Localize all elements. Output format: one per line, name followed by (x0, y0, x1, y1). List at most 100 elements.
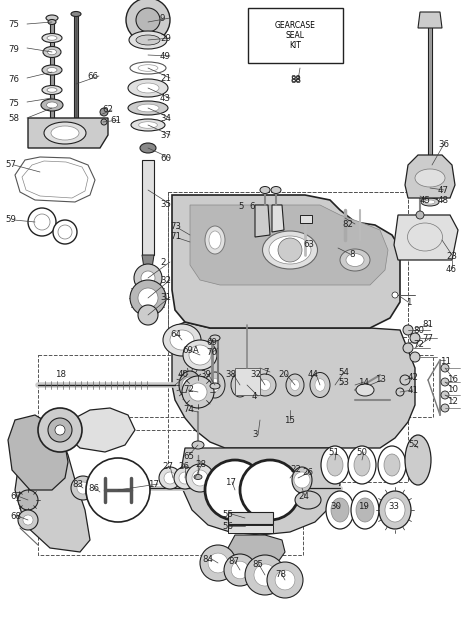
Text: 50: 50 (356, 448, 367, 457)
Bar (38, 355, 433, 417)
Ellipse shape (183, 340, 217, 370)
Polygon shape (28, 118, 108, 148)
Polygon shape (418, 12, 442, 28)
Ellipse shape (340, 249, 370, 271)
Text: GEARCASE
SEAL
KIT: GEARCASE SEAL KIT (275, 20, 316, 50)
Polygon shape (425, 165, 435, 185)
Text: 45: 45 (420, 196, 431, 205)
Circle shape (416, 211, 424, 219)
Ellipse shape (327, 454, 343, 476)
Ellipse shape (46, 15, 58, 21)
Circle shape (86, 458, 150, 522)
Text: 61: 61 (110, 116, 121, 125)
Ellipse shape (129, 31, 167, 49)
Text: 88: 88 (290, 76, 301, 85)
Ellipse shape (321, 446, 349, 484)
Circle shape (400, 375, 410, 385)
Bar (228, 525, 273, 533)
Circle shape (55, 425, 65, 435)
Bar (38, 430, 303, 555)
Text: 10: 10 (447, 385, 458, 394)
Text: 19: 19 (358, 502, 369, 511)
Circle shape (275, 570, 295, 590)
Circle shape (254, 564, 276, 586)
Text: 52: 52 (408, 440, 419, 449)
Circle shape (186, 464, 214, 492)
Text: 47: 47 (438, 186, 449, 195)
Circle shape (34, 214, 50, 230)
Text: 64: 64 (170, 330, 181, 339)
Circle shape (48, 418, 72, 442)
Text: 67: 67 (10, 492, 21, 501)
Ellipse shape (189, 345, 211, 365)
Polygon shape (60, 408, 135, 452)
Text: 51: 51 (328, 448, 339, 457)
Text: 44: 44 (308, 370, 319, 379)
Ellipse shape (384, 454, 400, 476)
Text: 68: 68 (10, 512, 21, 521)
Circle shape (179, 472, 191, 484)
Bar (300, 215, 312, 223)
Ellipse shape (415, 169, 445, 187)
Circle shape (93, 485, 107, 499)
Text: 39: 39 (200, 370, 211, 379)
Text: 80: 80 (413, 326, 424, 335)
Ellipse shape (128, 79, 168, 97)
Text: 60: 60 (160, 154, 171, 163)
Polygon shape (15, 430, 90, 552)
Ellipse shape (356, 384, 374, 396)
Text: 81: 81 (422, 320, 433, 329)
Ellipse shape (425, 186, 435, 190)
Text: 17: 17 (148, 480, 159, 489)
Circle shape (130, 280, 166, 316)
Text: 84: 84 (202, 555, 213, 564)
Ellipse shape (130, 62, 166, 74)
Circle shape (392, 292, 398, 298)
Circle shape (18, 510, 38, 530)
Ellipse shape (71, 12, 81, 17)
Text: 83: 83 (72, 480, 83, 489)
Ellipse shape (348, 446, 376, 484)
Text: 53: 53 (338, 378, 349, 387)
Circle shape (159, 467, 181, 489)
Polygon shape (172, 322, 415, 448)
Ellipse shape (326, 491, 354, 529)
Ellipse shape (231, 373, 249, 397)
Text: 36: 36 (438, 140, 449, 149)
Ellipse shape (236, 379, 245, 391)
Text: 18: 18 (55, 370, 66, 379)
Ellipse shape (179, 371, 201, 399)
Circle shape (164, 472, 176, 484)
Text: 21: 21 (160, 74, 171, 83)
Ellipse shape (356, 498, 374, 522)
Text: 48: 48 (438, 196, 449, 205)
Text: 27: 27 (162, 462, 173, 471)
Text: 1: 1 (406, 298, 411, 307)
Ellipse shape (292, 467, 312, 493)
Text: 40: 40 (178, 370, 189, 379)
Circle shape (240, 460, 300, 520)
Circle shape (441, 378, 449, 386)
Ellipse shape (137, 104, 159, 112)
Ellipse shape (138, 65, 158, 71)
Circle shape (410, 352, 420, 362)
Circle shape (192, 470, 208, 486)
Text: 8: 8 (349, 250, 355, 259)
Text: 23: 23 (446, 252, 457, 261)
Circle shape (182, 377, 198, 393)
Ellipse shape (131, 119, 165, 131)
Text: 58: 58 (8, 114, 19, 123)
Text: 31: 31 (160, 293, 171, 302)
Text: 7: 7 (263, 368, 268, 377)
Text: 54: 54 (338, 368, 349, 377)
Polygon shape (15, 157, 95, 202)
Text: 63: 63 (303, 240, 314, 249)
Text: 87: 87 (228, 557, 239, 566)
Circle shape (53, 220, 77, 244)
Circle shape (136, 8, 160, 32)
Text: 69A: 69A (182, 346, 199, 355)
Ellipse shape (136, 35, 160, 45)
Ellipse shape (310, 373, 330, 397)
Circle shape (410, 333, 420, 343)
Polygon shape (8, 415, 68, 490)
